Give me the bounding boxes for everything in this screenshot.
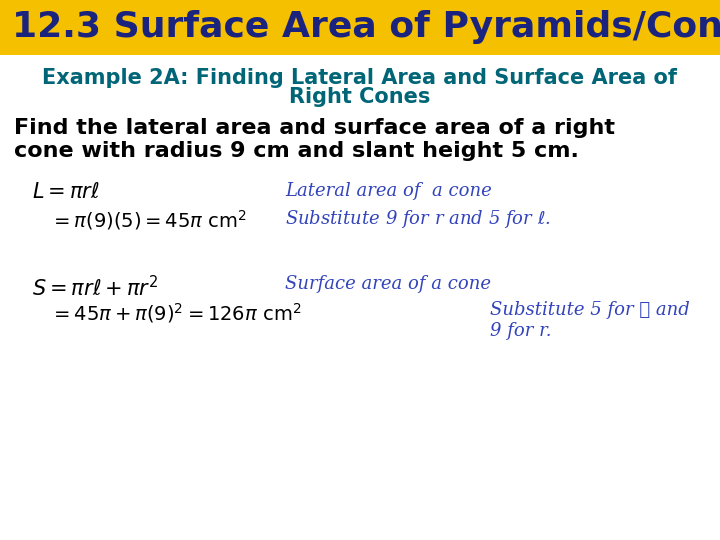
- Text: Surface area of a cone: Surface area of a cone: [285, 275, 491, 293]
- Text: Substitute 9 for r and 5 for $\ell$.: Substitute 9 for r and 5 for $\ell$.: [285, 208, 551, 230]
- Text: Lateral area of  a cone: Lateral area of a cone: [285, 182, 492, 200]
- Text: $= 45\pi + \pi(9)^2 = 126\pi\ \mathrm{cm}^2$: $= 45\pi + \pi(9)^2 = 126\pi\ \mathrm{cm…: [50, 301, 302, 325]
- Text: Substitute 5 for ℓ and
9 for r.: Substitute 5 for ℓ and 9 for r.: [490, 301, 690, 340]
- Text: Right Cones: Right Cones: [289, 87, 431, 107]
- Text: $= \pi(9)(5) = 45\pi\ \mathrm{cm}^2$: $= \pi(9)(5) = 45\pi\ \mathrm{cm}^2$: [50, 208, 247, 232]
- Text: Find the lateral area and surface area of a right: Find the lateral area and surface area o…: [14, 118, 615, 138]
- Text: 12.3 Surface Area of Pyramids/Cones: 12.3 Surface Area of Pyramids/Cones: [12, 10, 720, 44]
- Text: Example 2A: Finding Lateral Area and Surface Area of: Example 2A: Finding Lateral Area and Sur…: [42, 68, 678, 88]
- Text: $L = \pi r\ell$: $L = \pi r\ell$: [32, 182, 100, 202]
- Text: cone with radius 9 cm and slant height 5 cm.: cone with radius 9 cm and slant height 5…: [14, 141, 579, 161]
- Text: $S = \pi r\ell + \pi r^2$: $S = \pi r\ell + \pi r^2$: [32, 275, 158, 300]
- FancyBboxPatch shape: [0, 0, 720, 55]
